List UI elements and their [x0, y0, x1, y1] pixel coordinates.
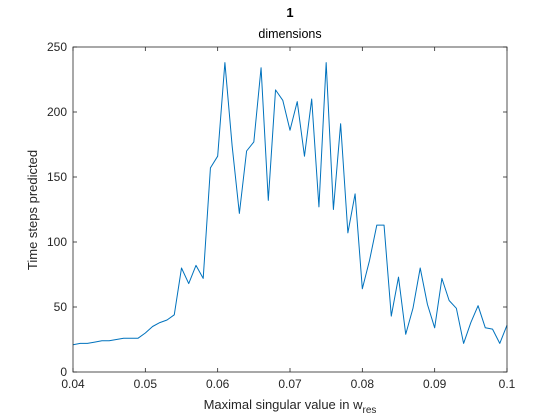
- axes-box: [72, 46, 508, 373]
- y-tick-label-1: 50: [54, 300, 68, 314]
- y-axis-label: Time steps predicted: [25, 150, 40, 270]
- plot-area: [73, 47, 507, 372]
- x-tick-label-1: 0.05: [134, 377, 158, 391]
- x-tick-label-4: 0.08: [351, 377, 375, 391]
- y-tick-label-2: 100: [47, 235, 67, 249]
- y-tick-label-0: 0: [60, 365, 67, 379]
- chart-title: 1: [286, 5, 293, 20]
- x-axis-label-main: Maximal singular value in w: [204, 397, 364, 412]
- x-tick-label-2: 0.06: [206, 377, 230, 391]
- x-tick-label-0: 0.04: [61, 377, 85, 391]
- x-axis-label: Maximal singular value in wres: [204, 397, 377, 416]
- x-tick-label-6: 0.1: [499, 377, 516, 391]
- chart-subtitle: dimensions: [258, 27, 321, 41]
- axis-tick-labels: 0.04 0.05 0.06 0.07 0.08 0.09 0.1 0 50 100 150 200 2…: [47, 40, 516, 391]
- y-tick-label-4: 200: [47, 105, 67, 119]
- y-tick-label-3: 150: [47, 170, 67, 184]
- x-tick-label-3: 0.07: [278, 377, 302, 391]
- series-line: [72, 62, 508, 346]
- y-tick-label-5: 250: [47, 40, 67, 54]
- x-axis-label-subscript: res: [363, 405, 377, 416]
- x-tick-label-5: 0.09: [423, 377, 447, 391]
